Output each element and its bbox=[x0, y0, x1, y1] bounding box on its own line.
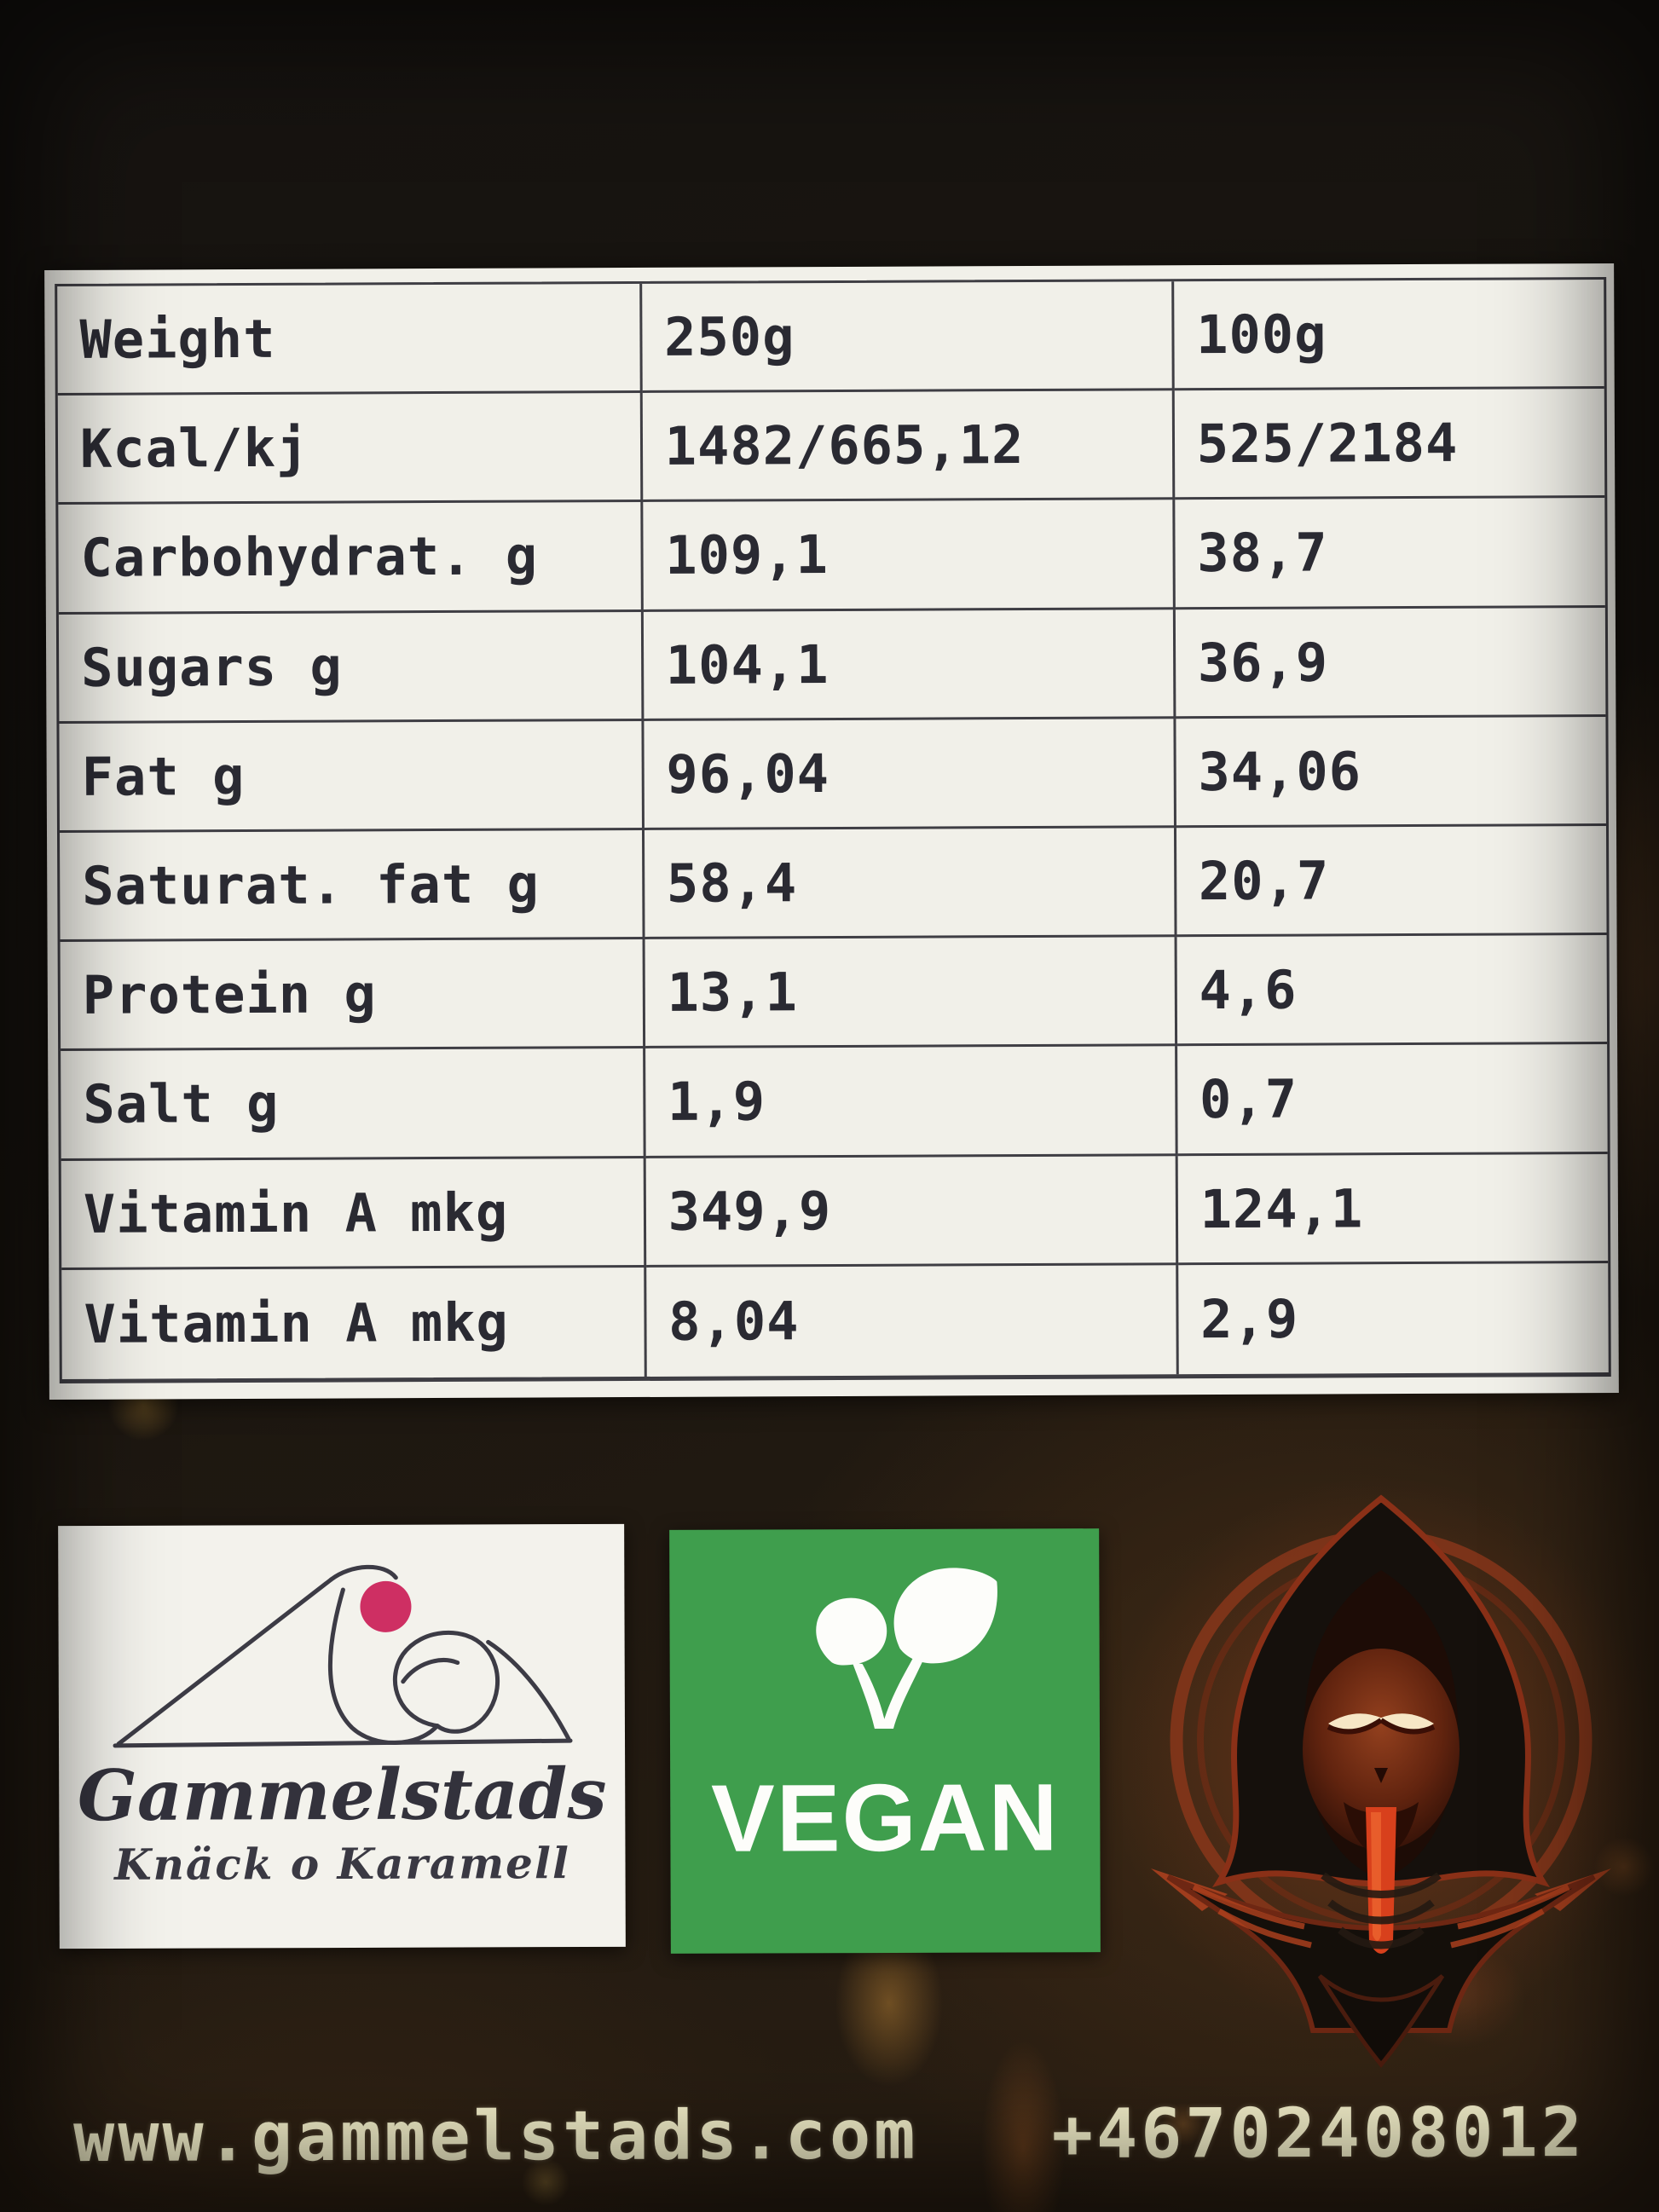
logo-pink-dot bbox=[360, 1580, 412, 1632]
reaper-artwork-icon bbox=[1108, 1476, 1654, 2068]
vegan-leaves-icon bbox=[816, 1568, 997, 1730]
vegan-badge: VEGAN bbox=[669, 1528, 1101, 1954]
logo-mark-icon bbox=[113, 1564, 573, 1748]
brand-logo-card: Gammelstads Knäck o Karamell bbox=[58, 1523, 626, 1949]
